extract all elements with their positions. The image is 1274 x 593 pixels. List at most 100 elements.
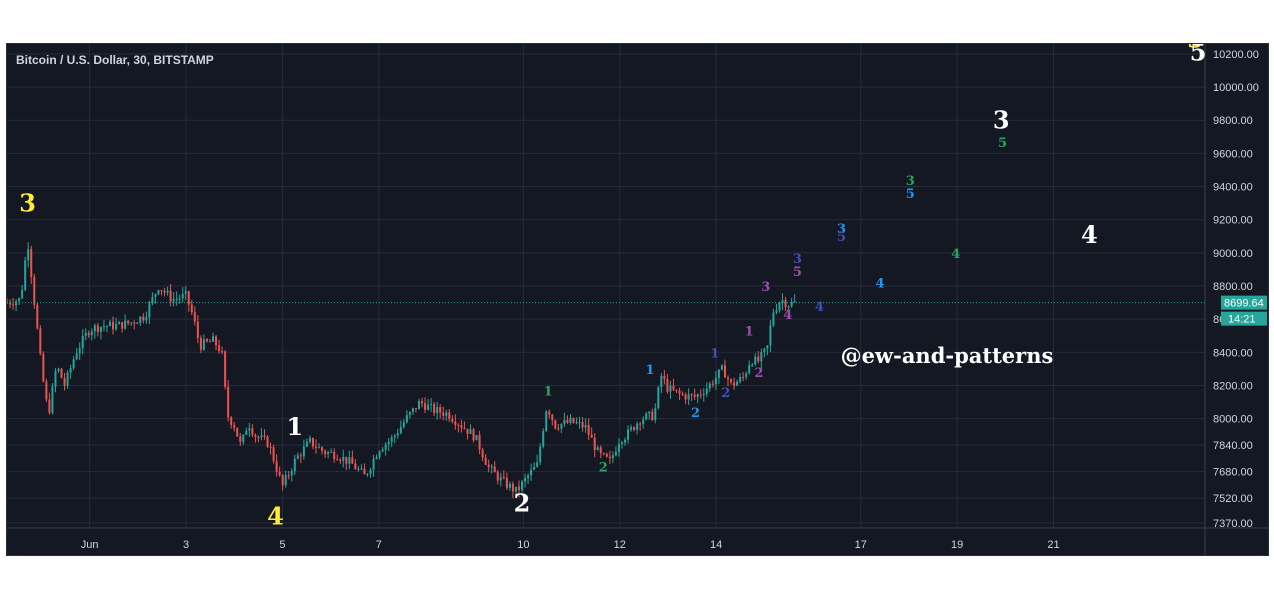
wave-label: 4 (267, 502, 284, 531)
wave-label: 5 (837, 230, 846, 245)
wave-label: 3 (993, 106, 1010, 135)
candle-body (630, 427, 633, 430)
candle-body (42, 353, 45, 382)
wave-label: 2 (514, 488, 531, 517)
candle-body (169, 290, 172, 302)
candle-body (178, 298, 181, 300)
candle-body (236, 427, 239, 437)
candle-body (239, 436, 242, 442)
candle-body (790, 301, 793, 307)
candle-body (648, 411, 651, 414)
candle-body (81, 336, 84, 349)
candle-body (663, 375, 666, 380)
candle-body (717, 369, 720, 378)
candle-body (617, 444, 620, 452)
chart-frame: 10200.00 10000.00 9800.00 9600.00 9400.00 920… (6, 43, 1269, 556)
candle-body (611, 455, 614, 459)
candle-body (157, 290, 160, 294)
candle-body (287, 475, 290, 477)
candle-body (190, 304, 193, 313)
candle-body (151, 296, 154, 304)
candle-body (63, 377, 66, 386)
candle-body (760, 352, 763, 362)
candle-body (457, 425, 460, 427)
candle-body (251, 428, 254, 436)
candle-body (530, 469, 533, 476)
candle-body (208, 341, 211, 343)
wave-label: 3 (793, 252, 802, 267)
candle-body (439, 407, 442, 413)
y-tick-label: 7370.00 (1213, 518, 1253, 530)
candle-body (742, 376, 745, 378)
candle-body (542, 430, 545, 447)
candle-body (505, 477, 508, 488)
candle-body (517, 486, 520, 491)
candle-body (275, 461, 278, 472)
wave-label: 5 (998, 136, 1007, 151)
wave-label: 1 (710, 346, 719, 361)
candle-body (33, 276, 36, 305)
y-tick-label: 10000.00 (1213, 82, 1259, 94)
candle-body (366, 474, 369, 476)
candle-body (666, 379, 669, 392)
candle-body (660, 375, 663, 388)
candle-body (421, 401, 424, 404)
candle-body (354, 463, 357, 470)
candle-body (148, 303, 151, 318)
candle-body (657, 387, 660, 409)
candle-body (302, 446, 305, 457)
candle-body (699, 394, 702, 396)
candle-body (714, 377, 717, 385)
candle-body (263, 435, 266, 437)
candle-body (218, 345, 221, 352)
candle-body (24, 260, 27, 290)
candle-body (460, 425, 463, 428)
candle-body (514, 486, 517, 492)
wave-labels: 3451234512345123451234512345 (19, 44, 1206, 531)
candle-body (112, 321, 115, 330)
candle-body (511, 483, 514, 492)
candle-body (227, 386, 230, 418)
candle-body (105, 326, 108, 328)
candle-body (321, 447, 324, 451)
candle-body (584, 424, 587, 428)
candle-body (202, 339, 205, 350)
candle-body (72, 359, 75, 369)
candle-body (187, 291, 190, 305)
candle-body (705, 388, 708, 395)
candle-body (563, 419, 566, 424)
candle-body (305, 441, 308, 447)
x-tick-label: 3 (183, 539, 189, 551)
candle-body (451, 419, 454, 422)
candle-body (548, 411, 551, 415)
wave-label: 4 (951, 247, 960, 262)
candle-body (45, 381, 48, 400)
candle-body (736, 381, 739, 386)
candle-body (551, 414, 554, 421)
candle-body (36, 304, 39, 329)
candle-body (442, 412, 445, 416)
wave-label: 1 (646, 363, 655, 378)
y-tick-label: 8800.00 (1213, 281, 1253, 293)
price-chart[interactable]: 10200.00 10000.00 9800.00 9600.00 9400.00 920… (7, 44, 1268, 555)
candle-body (69, 368, 72, 373)
candle-body (230, 417, 233, 425)
candle-body (763, 348, 766, 353)
candle-body (15, 301, 18, 306)
candle-body (390, 437, 393, 442)
wave-label: 1 (286, 412, 303, 441)
candle-body (124, 320, 127, 329)
candle-body (669, 385, 672, 392)
candle-body (639, 423, 642, 425)
candle-body (581, 421, 584, 428)
candle-body (360, 468, 363, 470)
candle-body (290, 471, 293, 476)
wave-label: 5 (1190, 44, 1207, 67)
candle-body (342, 456, 345, 461)
candle-body (115, 324, 118, 330)
candle-body (766, 345, 769, 349)
candle-body (327, 452, 330, 454)
y-tick-label: 8200.00 (1213, 380, 1253, 392)
wave-label: 2 (599, 461, 608, 476)
candle-body (772, 312, 775, 326)
